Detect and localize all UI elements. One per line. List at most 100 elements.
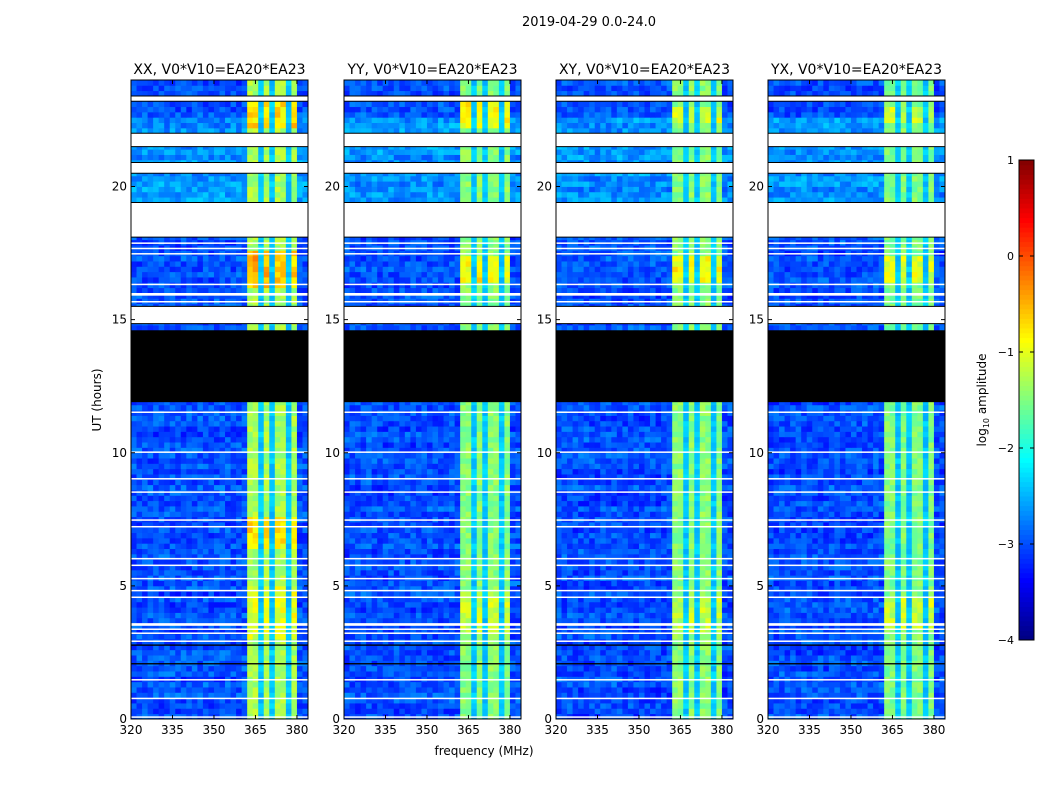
heatmap-cell bbox=[153, 453, 159, 459]
heatmap-cell bbox=[291, 272, 297, 278]
heatmap-cell bbox=[214, 655, 220, 661]
heatmap-cell bbox=[208, 288, 214, 294]
heatmap-cell bbox=[350, 549, 356, 555]
y-tick-label: 20 bbox=[112, 180, 127, 194]
heatmap-cell bbox=[225, 655, 231, 661]
flagged-white-band bbox=[131, 632, 308, 634]
heatmap-cell bbox=[264, 282, 270, 288]
heatmap-cell bbox=[460, 692, 466, 698]
heatmap-cell bbox=[493, 543, 499, 549]
heatmap-cell bbox=[269, 437, 275, 443]
heatmap-cell bbox=[220, 437, 226, 443]
heatmap-cell bbox=[388, 655, 394, 661]
heatmap-cell bbox=[247, 288, 253, 294]
heatmap-cell bbox=[231, 506, 237, 512]
heatmap-cell bbox=[269, 101, 275, 107]
heatmap-cell bbox=[405, 692, 411, 698]
heatmap-cell bbox=[394, 687, 400, 693]
heatmap-cell bbox=[264, 85, 270, 91]
heatmap-cell bbox=[153, 266, 159, 272]
heatmap-cell bbox=[170, 602, 176, 608]
heatmap-cell bbox=[286, 469, 292, 475]
heatmap-cell bbox=[499, 692, 505, 698]
heatmap-cell bbox=[148, 666, 154, 672]
heatmap-cell bbox=[421, 618, 427, 624]
heatmap-cell bbox=[231, 655, 237, 661]
heatmap-cell bbox=[280, 192, 286, 198]
heatmap-cell bbox=[186, 469, 192, 475]
heatmap-cell bbox=[225, 261, 231, 267]
heatmap-cell bbox=[291, 543, 297, 549]
heatmap-cell bbox=[242, 176, 248, 182]
heatmap-cell bbox=[186, 155, 192, 161]
heatmap-cell bbox=[493, 634, 499, 640]
heatmap-cell bbox=[242, 613, 248, 619]
heatmap-cell bbox=[214, 607, 220, 613]
heatmap-cell bbox=[242, 431, 248, 437]
heatmap-cell bbox=[231, 458, 237, 464]
heatmap-cell bbox=[131, 639, 137, 645]
heatmap-cell bbox=[148, 501, 154, 507]
heatmap-cell bbox=[197, 272, 203, 278]
heatmap-cell bbox=[170, 543, 176, 549]
heatmap-cell bbox=[203, 261, 209, 267]
heatmap-cell bbox=[242, 682, 248, 688]
heatmap-cell bbox=[247, 112, 253, 118]
heatmap-cell bbox=[269, 570, 275, 576]
heatmap-cell bbox=[482, 671, 488, 677]
heatmap-cell bbox=[258, 266, 264, 272]
heatmap-cell bbox=[137, 453, 143, 459]
heatmap-cell bbox=[269, 261, 275, 267]
heatmap-cell bbox=[170, 463, 176, 469]
heatmap-cell bbox=[504, 655, 510, 661]
heatmap-cell bbox=[208, 602, 214, 608]
heatmap-cell bbox=[269, 117, 275, 123]
heatmap-cell bbox=[242, 511, 248, 517]
heatmap-cell bbox=[366, 602, 372, 608]
heatmap-cell bbox=[164, 426, 170, 432]
flagged-black-band bbox=[131, 644, 308, 645]
heatmap-cell bbox=[175, 538, 181, 544]
heatmap-cell bbox=[416, 650, 422, 656]
heatmap-cell bbox=[482, 618, 488, 624]
heatmap-cell bbox=[444, 559, 450, 565]
heatmap-cell bbox=[197, 581, 203, 587]
heatmap-cell bbox=[159, 570, 165, 576]
heatmap-cell bbox=[493, 613, 499, 619]
heatmap-cell bbox=[137, 437, 143, 443]
heatmap-cell bbox=[159, 708, 165, 714]
x-tick-label: 380 bbox=[285, 723, 308, 737]
heatmap-cell bbox=[377, 559, 383, 565]
heatmap-cell bbox=[137, 650, 143, 656]
heatmap-cell bbox=[181, 325, 187, 331]
heatmap-cell bbox=[416, 687, 422, 693]
heatmap-cell bbox=[131, 117, 137, 123]
heatmap-cell bbox=[361, 549, 367, 555]
heatmap-cell bbox=[153, 272, 159, 278]
heatmap-cell bbox=[269, 266, 275, 272]
heatmap-cell bbox=[297, 421, 303, 427]
heatmap-cell bbox=[488, 650, 494, 656]
heatmap-cell bbox=[203, 426, 209, 432]
heatmap-cell bbox=[433, 703, 439, 709]
heatmap-cell bbox=[186, 692, 192, 698]
heatmap-cell bbox=[269, 80, 275, 86]
heatmap-cell bbox=[225, 549, 231, 555]
heatmap-cell bbox=[410, 687, 416, 693]
heatmap-cell bbox=[297, 431, 303, 437]
heatmap-cell bbox=[449, 634, 455, 640]
heatmap-cell bbox=[377, 581, 383, 587]
heatmap-cell bbox=[220, 266, 226, 272]
heatmap-cell bbox=[344, 613, 350, 619]
heatmap-cell bbox=[291, 650, 297, 656]
heatmap-cell bbox=[242, 650, 248, 656]
heatmap-cell bbox=[383, 634, 389, 640]
heatmap-cell bbox=[242, 591, 248, 597]
heatmap-cell bbox=[433, 581, 439, 587]
heatmap-cell bbox=[203, 85, 209, 91]
heatmap-cell bbox=[344, 591, 350, 597]
heatmap-cell bbox=[286, 149, 292, 155]
heatmap-cell bbox=[175, 277, 181, 283]
heatmap-cell bbox=[286, 431, 292, 437]
